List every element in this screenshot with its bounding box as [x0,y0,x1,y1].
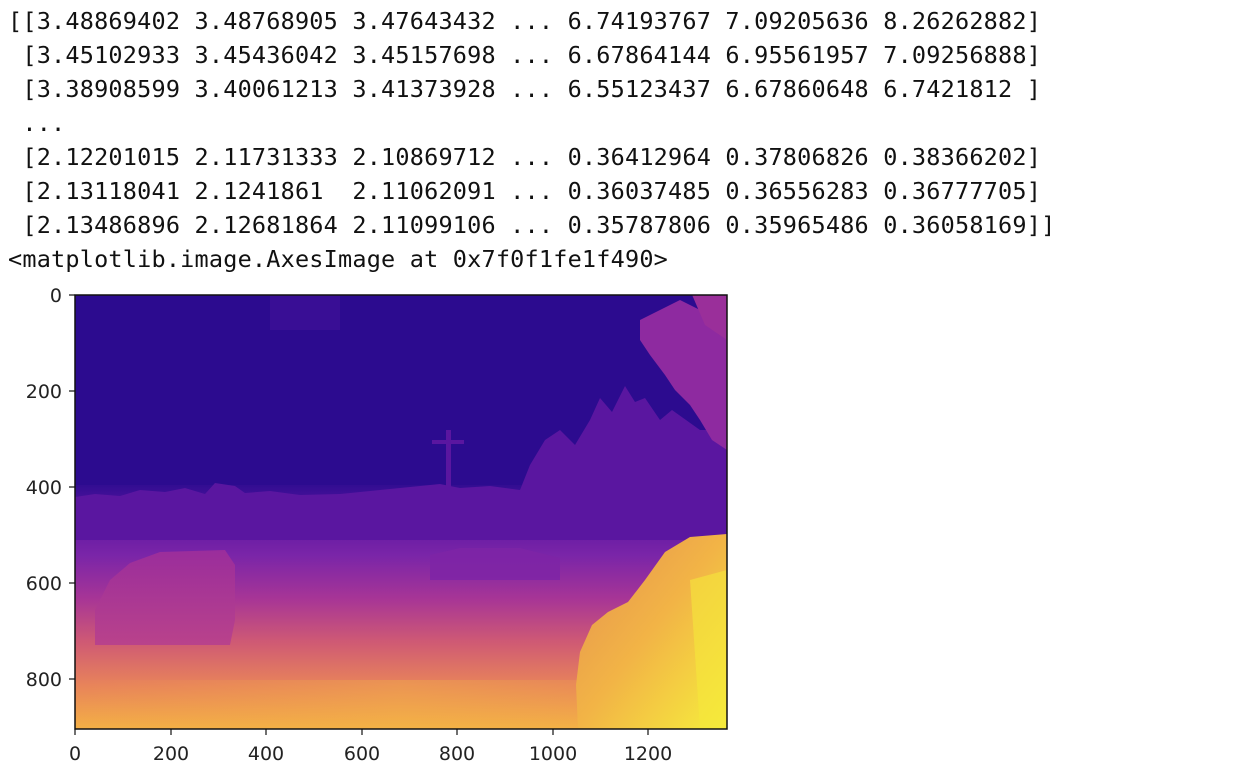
array-row: [[3.48869402 3.48768905 3.47643432 ... 6… [8,7,1042,35]
x-axis: 0 200 400 600 800 1000 1200 [69,729,672,765]
axes-frame [74,294,728,730]
x-tick-label: 1000 [529,743,577,765]
array-row: [3.38908599 3.40061213 3.41373928 ... 6.… [8,75,1042,103]
y-tick-label: 800 [26,669,62,691]
imshow-figure: 0 200 400 600 800 1000 1200 0 200 400 60… [0,280,760,780]
y-axis: 0 200 400 600 800 [26,285,75,691]
imshow-plot: 0 200 400 600 800 1000 1200 0 200 400 60… [26,285,728,765]
x-tick-label: 400 [248,743,284,765]
y-tick-label: 0 [50,285,62,307]
axesimage-repr: <matplotlib.image.AxesImage at 0x7f0f1fe… [8,245,669,273]
array-row: [2.12201015 2.11731333 2.10869712 ... 0.… [8,143,1042,171]
depth-map-image [75,295,727,729]
x-tick-label: 1200 [624,743,672,765]
array-row: [2.13486896 2.12681864 2.11099106 ... 0.… [8,211,1056,239]
x-tick-label: 600 [344,743,380,765]
x-tick-label: 0 [69,743,81,765]
array-ellipsis-row: ... [8,109,66,137]
array-row: [3.45102933 3.45436042 3.45157698 ... 6.… [8,41,1042,69]
y-tick-label: 400 [26,477,62,499]
y-tick-label: 600 [26,573,62,595]
x-tick-label: 200 [153,743,189,765]
x-tick-label: 800 [439,743,475,765]
numpy-array-output: [[3.48869402 3.48768905 3.47643432 ... 6… [8,4,1055,242]
y-tick-label: 200 [26,381,62,403]
array-row: [2.13118041 2.1241861 2.11062091 ... 0.3… [8,177,1042,205]
